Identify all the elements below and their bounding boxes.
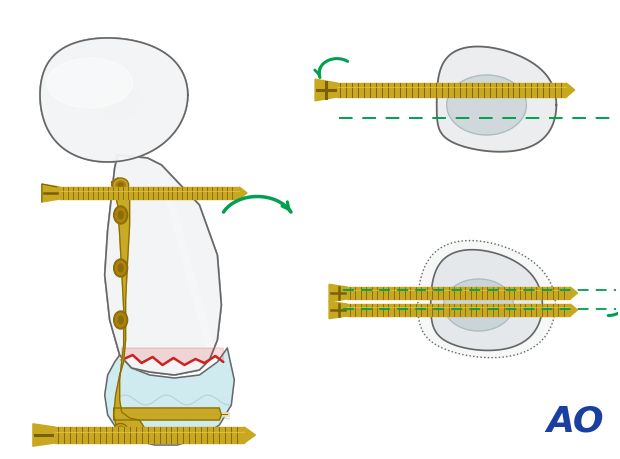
Polygon shape <box>315 79 337 101</box>
Ellipse shape <box>89 86 143 120</box>
Ellipse shape <box>118 264 123 272</box>
Ellipse shape <box>47 58 133 108</box>
Bar <box>60 187 239 199</box>
Polygon shape <box>418 241 556 358</box>
Ellipse shape <box>113 259 128 277</box>
Ellipse shape <box>116 208 126 222</box>
Polygon shape <box>105 348 234 445</box>
Polygon shape <box>566 83 575 97</box>
Polygon shape <box>40 38 188 162</box>
Polygon shape <box>42 184 60 202</box>
Polygon shape <box>40 38 188 162</box>
Polygon shape <box>444 279 513 331</box>
Ellipse shape <box>118 211 123 219</box>
Ellipse shape <box>118 428 123 432</box>
Ellipse shape <box>113 178 128 192</box>
Polygon shape <box>105 155 221 375</box>
Ellipse shape <box>47 58 133 108</box>
Polygon shape <box>244 427 255 443</box>
Bar <box>347 287 570 299</box>
Polygon shape <box>431 250 542 350</box>
Polygon shape <box>329 284 347 302</box>
Polygon shape <box>447 75 526 135</box>
Ellipse shape <box>116 261 126 275</box>
Ellipse shape <box>113 424 128 437</box>
Ellipse shape <box>118 183 123 187</box>
Bar <box>347 304 570 316</box>
Ellipse shape <box>116 313 126 327</box>
Polygon shape <box>105 155 221 375</box>
Polygon shape <box>239 187 247 199</box>
Ellipse shape <box>113 311 128 329</box>
Text: AO: AO <box>546 405 604 439</box>
Polygon shape <box>122 348 223 365</box>
Polygon shape <box>112 178 144 442</box>
Bar <box>337 83 566 97</box>
Ellipse shape <box>118 316 123 324</box>
Polygon shape <box>570 287 577 299</box>
Bar <box>55 427 244 443</box>
Ellipse shape <box>116 181 126 189</box>
Polygon shape <box>570 304 577 316</box>
Polygon shape <box>436 46 556 152</box>
Polygon shape <box>113 408 221 420</box>
Ellipse shape <box>116 426 125 434</box>
Polygon shape <box>329 301 347 319</box>
Polygon shape <box>33 424 55 446</box>
Ellipse shape <box>113 206 128 224</box>
